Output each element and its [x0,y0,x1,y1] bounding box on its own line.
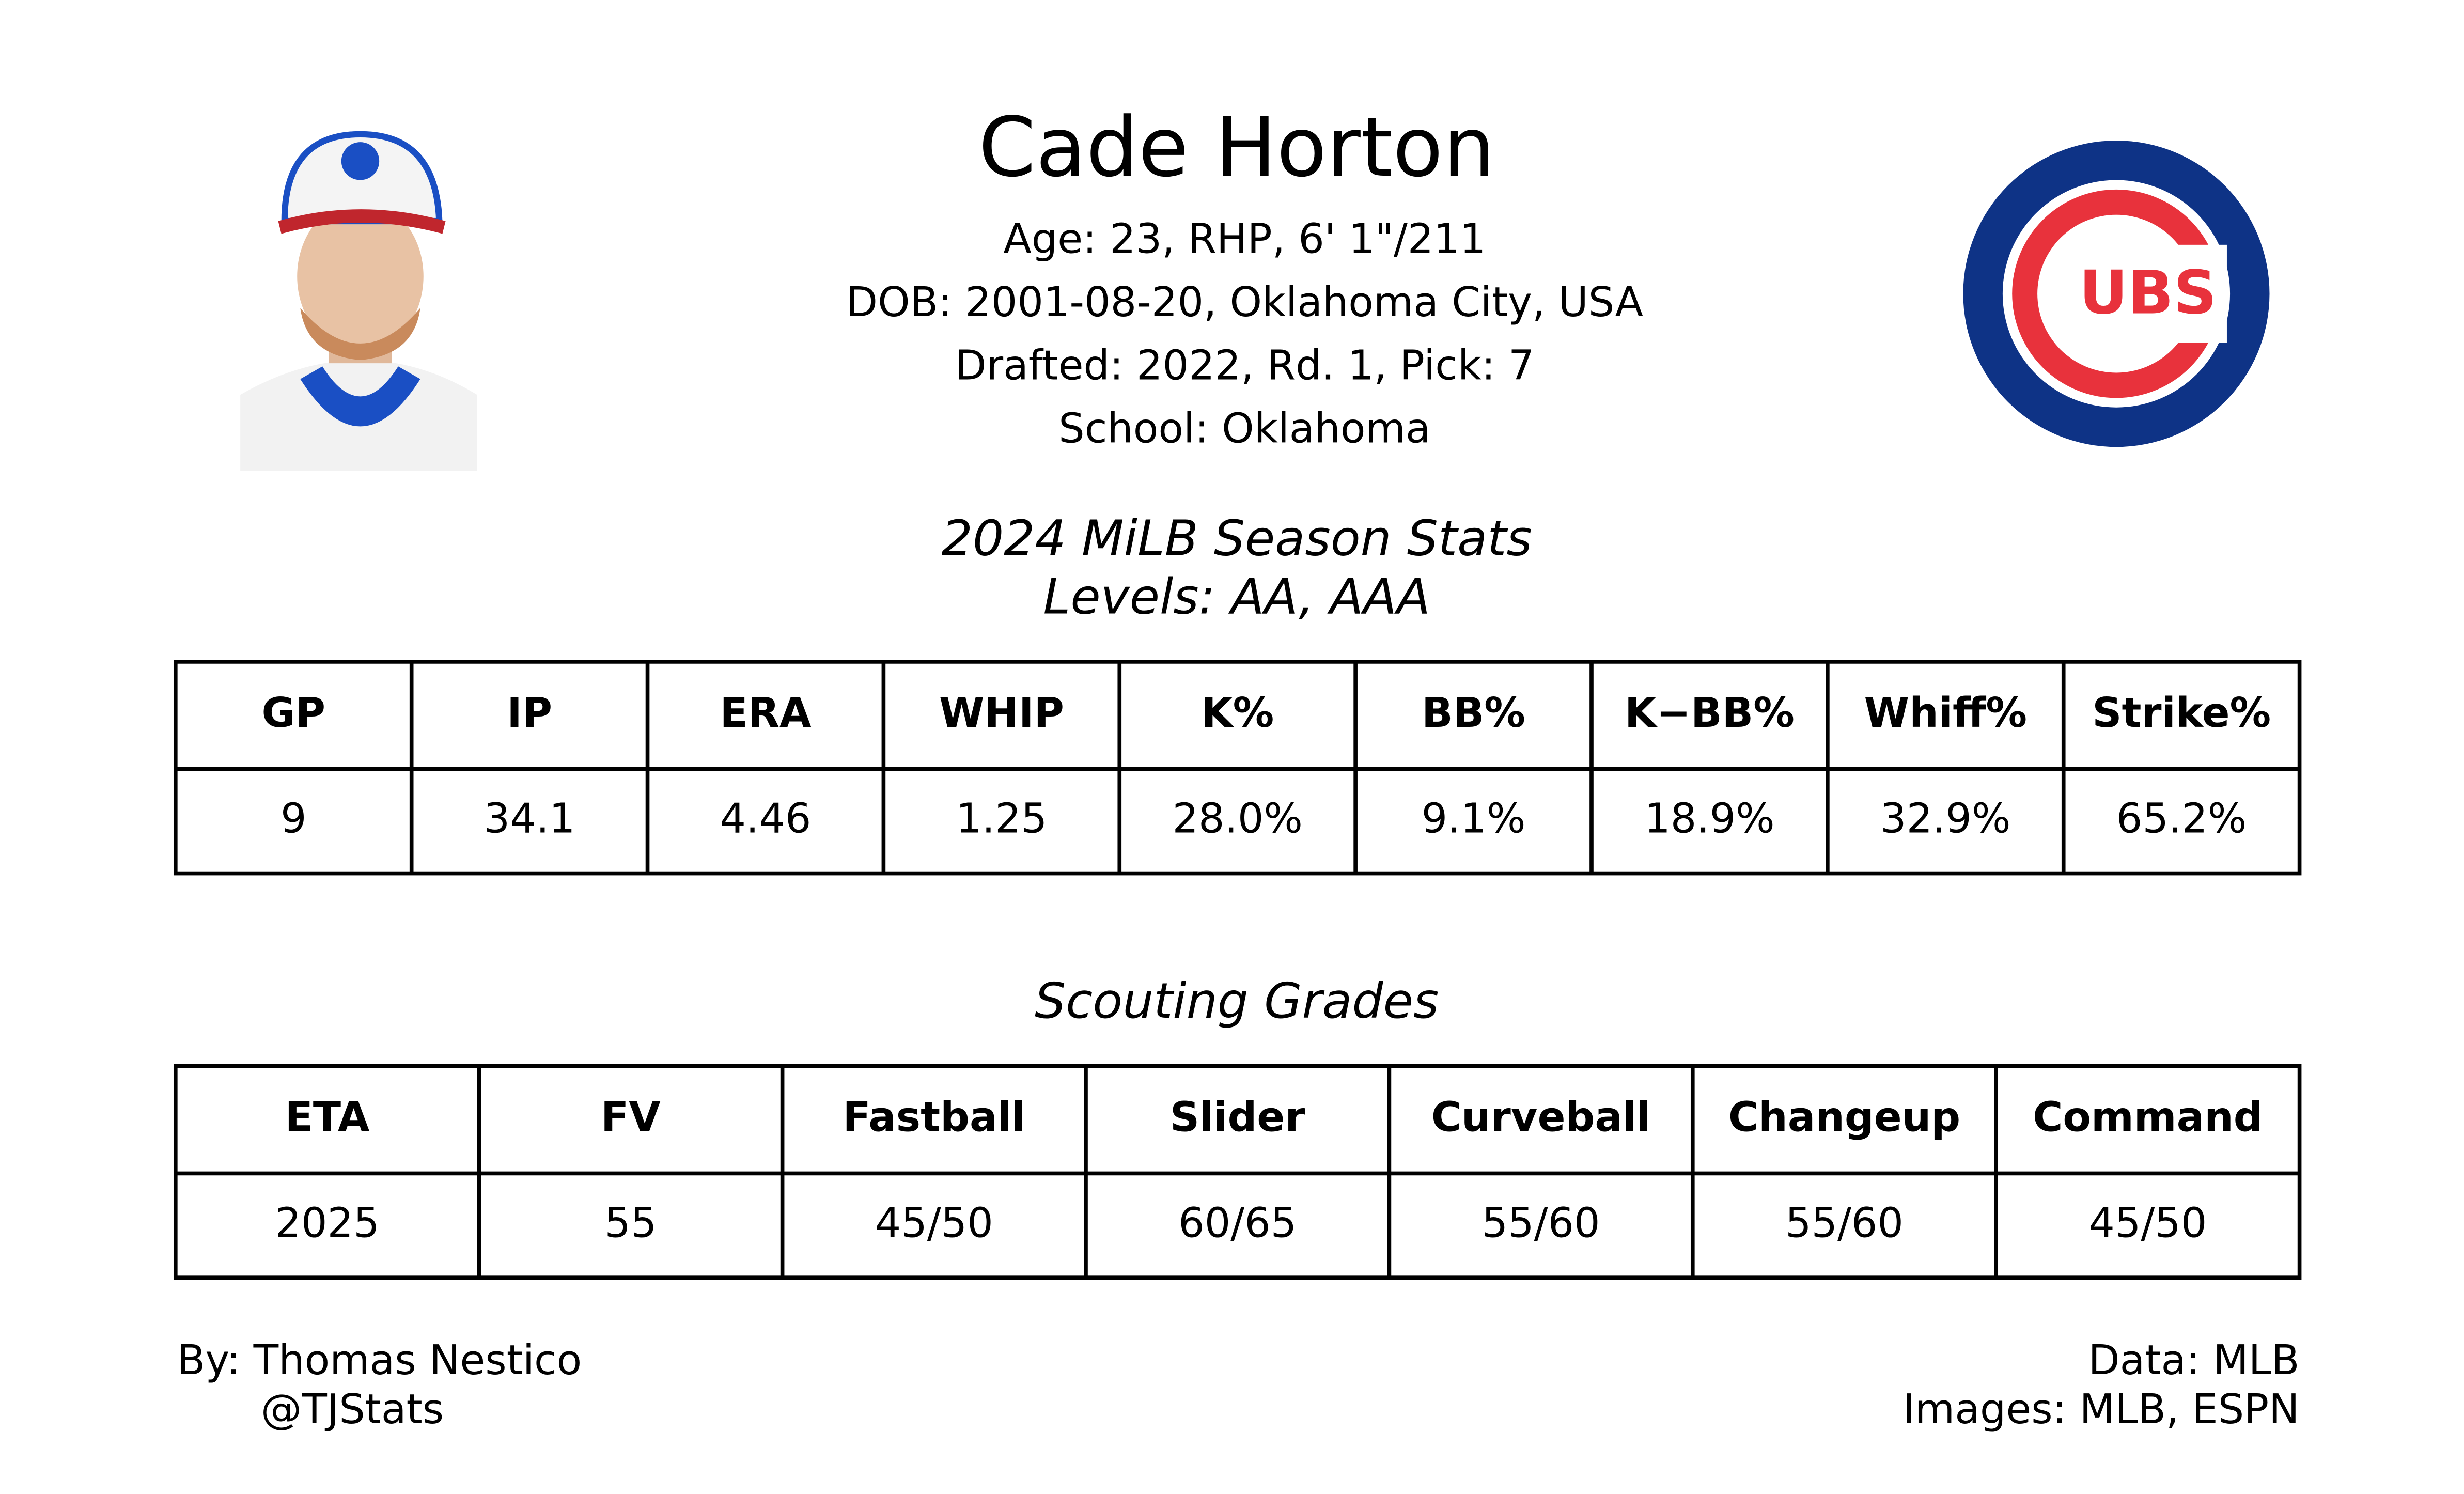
column-header: Whiff% [1864,689,2027,737]
section-subtitle: Levels: AA, AAA [1043,569,1430,626]
cell-value: 55/60 [1482,1199,1600,1247]
section-title: 2024 MiLB Season Stats [942,510,1532,567]
column-header: ERA [720,689,811,737]
column-header: IP [507,689,552,737]
column-header: K−BB% [1625,689,1795,737]
cell-value: 32.9% [1880,795,2010,843]
cell-value: 45/50 [2088,1199,2207,1247]
player-info: DOB: 2001-08-20, Oklahoma City, USA [846,278,1643,326]
cell-value: 9 [280,795,307,843]
footer-credit: Data: MLB [2088,1336,2299,1384]
player-photo [240,131,477,471]
column-header: Command [2033,1093,2263,1141]
cell-value: 18.9% [1644,795,1774,843]
column-header: FV [601,1093,661,1141]
column-header: Changeup [1728,1093,1960,1141]
column-header: K% [1201,689,1274,737]
player-info: School: Oklahoma [1058,404,1430,453]
player-name: Cade Horton [978,100,1495,195]
footer-credit: Images: MLB, ESPN [1902,1385,2299,1433]
cell-value: 9.1% [1422,795,1526,843]
column-header: ETA [285,1093,370,1141]
column-header: WHIP [939,689,1064,737]
section-title: Scouting Grades [1035,973,1439,1030]
cell-value: 55 [604,1199,657,1247]
cell-value: 65.2% [2116,795,2247,843]
logo-text: UBS [2079,258,2217,328]
column-header: BB% [1422,689,1525,737]
cell-value: 45/50 [875,1199,993,1247]
team-logo: UBS [1963,141,2270,447]
cell-value: 55/60 [1785,1199,1904,1247]
cell-value: 2025 [275,1199,379,1247]
cell-value: 1.25 [956,795,1047,843]
cell-value: 34.1 [484,795,575,843]
cell-value: 60/65 [1178,1199,1297,1247]
player-info: Drafted: 2022, Rd. 1, Pick: 7 [955,341,1534,389]
footer-author: @TJStats [261,1385,444,1433]
column-header: Slider [1170,1093,1305,1141]
player-info: Age: 23, RHP, 6' 1"/211 [1003,215,1486,263]
column-header: Curveball [1431,1093,1651,1141]
column-header: Strike% [2092,689,2271,737]
footer-author: By: Thomas Nestico [177,1336,582,1384]
cell-value: 28.0% [1172,795,1302,843]
column-header: Fastball [843,1093,1026,1141]
cell-value: 4.46 [720,795,811,843]
column-header: GP [262,689,325,737]
